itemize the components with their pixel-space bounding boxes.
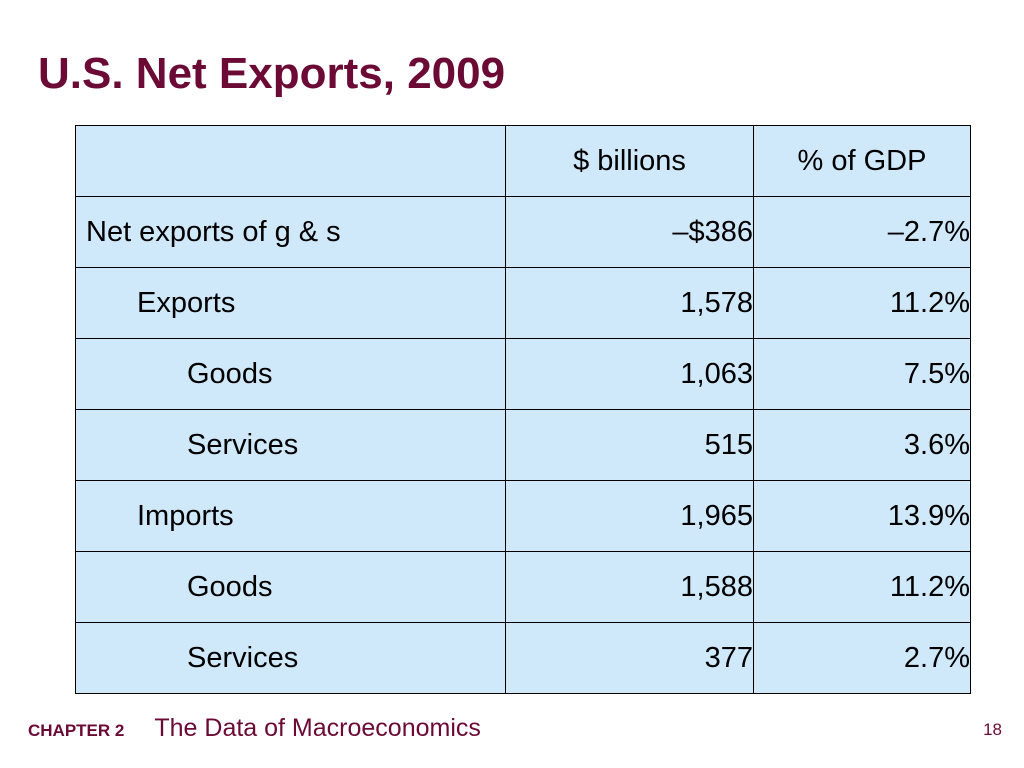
row-gdp-share: –2.7% — [753, 196, 971, 268]
row-gdp-share: 11.2% — [753, 551, 971, 623]
slide-title: U.S. Net Exports, 2009 — [38, 49, 506, 98]
row-billions: 1,965 — [505, 480, 754, 552]
row-label: Net exports of g & s — [75, 196, 506, 268]
row-billions: 515 — [505, 409, 754, 481]
table-row: Net exports of g & s –$386 –2.7% — [75, 196, 971, 268]
table-row: Goods 1,063 7.5% — [75, 338, 971, 410]
row-billions: –$386 — [505, 196, 754, 268]
page-number: 18 — [983, 720, 1002, 739]
header-cell-billions: $ billions — [505, 125, 754, 197]
row-label: Imports — [75, 480, 506, 552]
table-row: Imports 1,965 13.9% — [75, 480, 971, 552]
table-row: Exports 1,578 11.2% — [75, 267, 971, 339]
row-label: Goods — [75, 551, 506, 623]
table-row: Services 377 2.7% — [75, 622, 971, 694]
footer-subject: The Data of Macroeconomics — [154, 714, 481, 742]
row-billions: 377 — [505, 622, 754, 694]
slide-footer: CHAPTER 2 The Data of Macroeconomics — [28, 714, 481, 748]
header-cell-gdp: % of GDP — [753, 125, 971, 197]
row-billions: 1,063 — [505, 338, 754, 410]
header-cell-label — [75, 125, 506, 197]
table-header-row: $ billions % of GDP — [75, 125, 971, 197]
table-row: Goods 1,588 11.2% — [75, 551, 971, 623]
footer-chapter: CHAPTER 2 — [28, 721, 125, 740]
row-gdp-share: 7.5% — [753, 338, 971, 410]
table-row: Services 515 3.6% — [75, 409, 971, 481]
row-billions: 1,588 — [505, 551, 754, 623]
row-billions: 1,578 — [505, 267, 754, 339]
row-label: Services — [75, 622, 506, 694]
row-gdp-share: 11.2% — [753, 267, 971, 339]
row-gdp-share: 13.9% — [753, 480, 971, 552]
row-label: Exports — [75, 267, 506, 339]
row-label: Goods — [75, 338, 506, 410]
net-exports-table: $ billions % of GDP Net exports of g & s… — [75, 125, 971, 694]
row-gdp-share: 2.7% — [753, 622, 971, 694]
row-gdp-share: 3.6% — [753, 409, 971, 481]
row-label: Services — [75, 409, 506, 481]
